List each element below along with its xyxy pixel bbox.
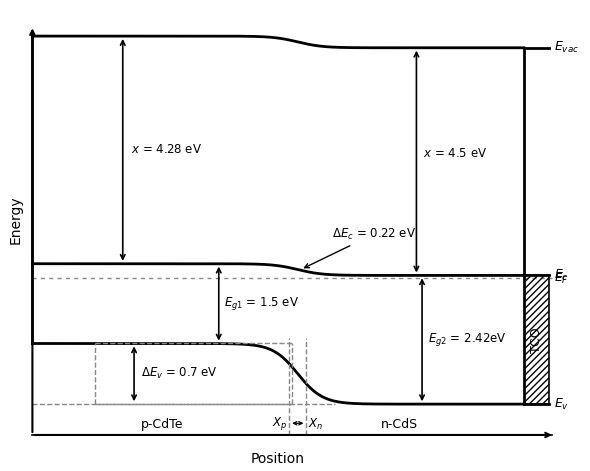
- Text: $E_F$: $E_F$: [553, 270, 569, 285]
- Text: TCO: TCO: [530, 327, 543, 353]
- Text: $\Delta E_v$ = 0.7 eV: $\Delta E_v$ = 0.7 eV: [141, 366, 218, 382]
- Text: $E_c$: $E_c$: [553, 268, 568, 283]
- Bar: [524, 276, 549, 404]
- Text: $E_{g2}$ = 2.42eV: $E_{g2}$ = 2.42eV: [428, 331, 507, 348]
- Text: $x$ = 4.5 eV: $x$ = 4.5 eV: [423, 147, 487, 160]
- Text: p-CdTe: p-CdTe: [141, 418, 183, 430]
- Text: $x$ = 4.28 eV: $x$ = 4.28 eV: [131, 143, 202, 156]
- Text: $X_n$: $X_n$: [308, 417, 323, 432]
- Text: n-CdS: n-CdS: [381, 418, 418, 430]
- Text: $E_{g1}$ = 1.5 eV: $E_{g1}$ = 1.5 eV: [224, 295, 300, 312]
- Text: $\Delta E_c$ = 0.22 eV: $\Delta E_c$ = 0.22 eV: [304, 227, 416, 268]
- Text: $E_v$: $E_v$: [553, 397, 569, 412]
- Text: Position: Position: [251, 452, 305, 466]
- Text: $E_{vac}$: $E_{vac}$: [553, 40, 579, 55]
- Text: Energy: Energy: [8, 195, 22, 244]
- Text: $X_p$: $X_p$: [272, 415, 288, 432]
